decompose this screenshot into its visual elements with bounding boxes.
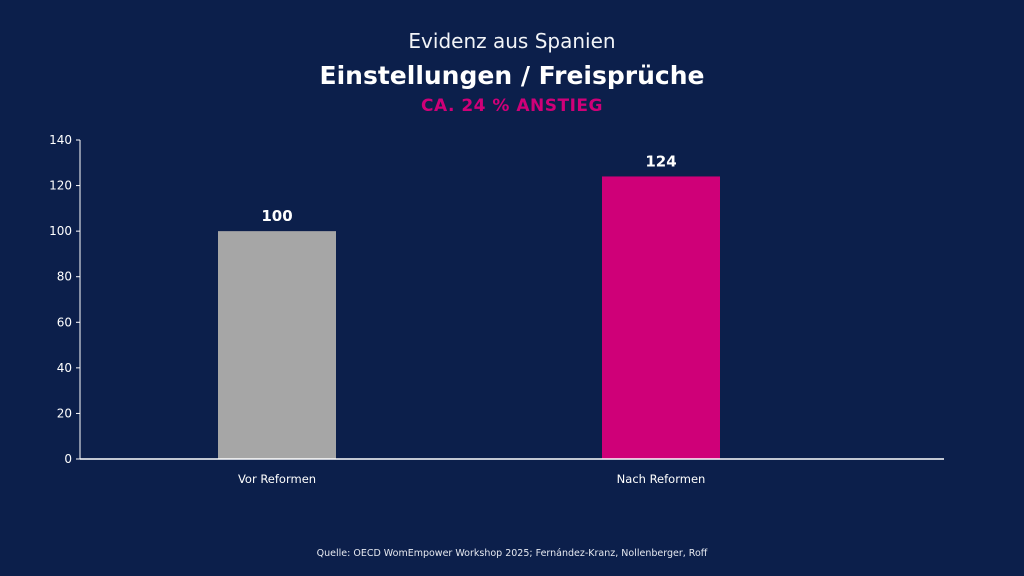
y-tick-label: 120 [49, 179, 72, 193]
y-tick-label: 140 [49, 133, 72, 147]
y-tick-label: 80 [57, 270, 72, 284]
chart-supertitle: Evidenz aus Spanien [408, 29, 616, 53]
bar-nach-reformen [602, 176, 720, 459]
y-tick-label: 100 [49, 224, 72, 238]
bar-value-label: 100 [261, 207, 292, 225]
source-note: Quelle: OECD WomEmpower Workshop 2025; F… [316, 548, 708, 559]
chart-subtitle: CA. 24 % ANSTIEG [421, 96, 603, 116]
y-tick-label: 20 [57, 406, 72, 420]
bar-vor-reformen [218, 231, 336, 459]
bar-value-label: 124 [645, 152, 676, 170]
y-tick-label: 60 [57, 315, 72, 329]
x-tick-label: Vor Reformen [238, 472, 316, 486]
chart-title: Einstellungen / Freisprüche [319, 61, 705, 90]
y-tick-label: 0 [64, 452, 72, 466]
x-tick-label: Nach Reformen [617, 472, 706, 486]
y-tick-label: 40 [57, 361, 72, 375]
